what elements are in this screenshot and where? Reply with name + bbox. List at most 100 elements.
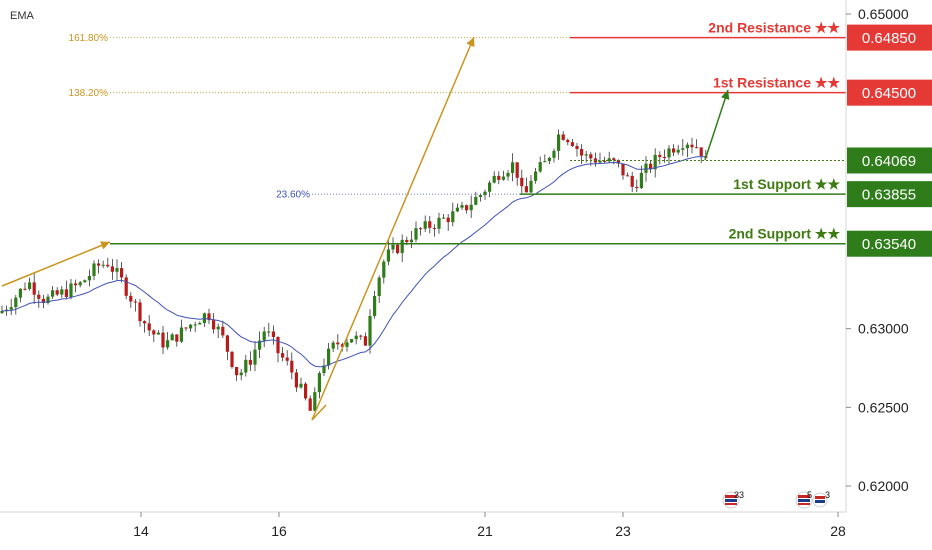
candle-body — [152, 330, 156, 335]
x-tick-label: 14 — [133, 523, 149, 539]
candle-body — [120, 268, 124, 278]
candle-body — [649, 163, 653, 170]
candle-body — [267, 331, 271, 333]
candle-body — [51, 290, 55, 297]
level-price-tag-text: 0.64500 — [862, 85, 916, 102]
candle-body — [258, 340, 262, 350]
candle-body — [276, 336, 280, 354]
candle-body — [437, 217, 441, 229]
candle-body — [308, 398, 312, 411]
candle-body — [676, 149, 680, 153]
candle-body — [37, 294, 41, 299]
level-price-tag — [847, 24, 932, 51]
candle-body — [626, 175, 630, 177]
candle-body — [336, 342, 340, 345]
candle-body — [64, 289, 68, 297]
fib-label: 161.80% — [69, 33, 109, 44]
event-badge-3-count: 3 — [825, 490, 830, 500]
economic-event-badges[interactable]: 33 5 3 — [722, 490, 830, 509]
candle-body — [212, 320, 216, 330]
candle-body — [658, 154, 662, 158]
candle-body — [87, 275, 91, 281]
candle-body — [460, 205, 464, 208]
candle-body — [538, 162, 542, 172]
candle-body — [221, 326, 225, 336]
projection-arrow-head — [721, 90, 730, 100]
candle-body — [14, 297, 18, 308]
candle-body — [124, 277, 128, 296]
candle-body — [552, 150, 556, 158]
trend-arrow-left — [1, 241, 111, 287]
trend-arrow-up — [311, 36, 475, 421]
level-price-tag-text: 0.63540 — [862, 236, 916, 253]
candle-body — [455, 207, 459, 212]
candle-body — [138, 302, 142, 322]
time-axis[interactable]: 14 16 21 23 28 — [133, 512, 846, 539]
candle-body — [115, 268, 119, 272]
event-badge-2-flag-red — [798, 495, 810, 498]
level-price-tag — [847, 79, 932, 106]
event-badge-3-flag2 — [815, 500, 825, 503]
candle-body — [639, 172, 643, 189]
event-badge-2-count: 5 — [807, 490, 812, 500]
candle-body — [662, 157, 666, 159]
candle-body — [32, 282, 36, 295]
event-badge-1-flag-red — [725, 495, 737, 498]
candle-body — [520, 177, 524, 187]
candle-body — [511, 162, 515, 173]
candle-body — [428, 221, 432, 228]
candle-body — [133, 301, 137, 303]
candle-body — [547, 157, 551, 162]
candle-body — [616, 159, 620, 164]
candle-body — [400, 239, 404, 254]
candle-body — [253, 349, 257, 365]
candle-body — [607, 158, 611, 162]
candle-body — [262, 331, 266, 341]
level-price-tag-text: 0.63855 — [862, 187, 916, 204]
candle-body — [147, 323, 151, 331]
y-tick-label: 0.62500 — [858, 399, 909, 415]
candle-body — [189, 324, 193, 329]
candle-body — [290, 360, 294, 373]
candle-body — [561, 134, 565, 140]
candle-body — [179, 327, 183, 342]
candlestick-series — [0, 129, 708, 412]
candle-body — [419, 228, 423, 230]
candle-body — [396, 244, 400, 254]
y-tick-label: 0.65000 — [858, 6, 909, 22]
current-price-tag-text: 0.64069 — [862, 153, 916, 170]
price-axis[interactable]: 0.65000 0.63000 0.62500 0.62000 — [846, 6, 909, 494]
candle-body — [340, 344, 344, 347]
x-tick-label: 16 — [271, 523, 287, 539]
level-label: 2nd Support ★★ — [729, 226, 841, 242]
candle-body — [483, 191, 487, 195]
candle-body — [225, 335, 229, 352]
candle-body — [598, 160, 602, 163]
candle-body — [446, 217, 450, 223]
candle-body — [368, 315, 372, 346]
projection-arrows — [1, 36, 730, 421]
candle-body — [166, 340, 170, 348]
candle-body — [78, 282, 82, 286]
candle-body — [207, 313, 211, 321]
candle-body — [248, 359, 252, 365]
candle-body — [198, 323, 202, 325]
candle-body — [695, 147, 699, 149]
candle-body — [271, 331, 275, 337]
candle-body — [46, 296, 50, 303]
candle-body — [612, 158, 616, 160]
level-label: 2nd Resistance ★★ — [708, 20, 840, 36]
candle-body — [322, 365, 326, 374]
candle-body — [409, 239, 413, 243]
candle-body — [566, 139, 570, 143]
candle-body — [175, 334, 179, 342]
candle-body — [92, 263, 96, 276]
trend-arrow-up-head — [466, 37, 475, 47]
candle-body — [193, 324, 197, 326]
trend-arrow-base — [311, 404, 327, 421]
candle-body — [488, 182, 492, 192]
candle-body — [317, 373, 321, 393]
candle-body — [129, 295, 133, 302]
